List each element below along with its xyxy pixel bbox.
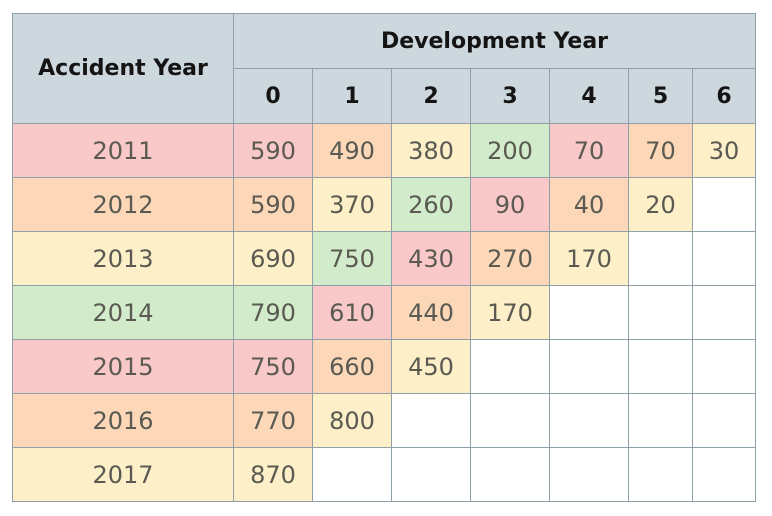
empty-cell: [628, 339, 693, 394]
table-row: 2017 870: [12, 447, 756, 502]
empty-cell: [391, 447, 471, 502]
value-cell: 430: [391, 231, 471, 286]
value-cell: 70: [549, 123, 629, 178]
value-cell: 770: [233, 393, 313, 448]
table-body: 2011 590 490 380 200 70 70 30 2012 590 370 260 90 40 2…: [12, 123, 756, 502]
empty-cell: [470, 393, 550, 448]
empty-cell: [692, 177, 756, 232]
accident-year-cell: 2011: [12, 123, 234, 178]
header-row-top: Accident Year Development Year: [12, 13, 756, 124]
value-cell: 610: [312, 285, 392, 340]
empty-cell: [549, 447, 629, 502]
table-row: 2013 690 750 430 270 170: [12, 231, 756, 286]
empty-cell: [312, 447, 392, 502]
value-cell: 690: [233, 231, 313, 286]
empty-cell: [470, 447, 550, 502]
empty-cell: [692, 393, 756, 448]
value-cell: 90: [470, 177, 550, 232]
value-cell: 260: [391, 177, 471, 232]
value-cell: 270: [470, 231, 550, 286]
accident-year-cell: 2017: [12, 447, 234, 502]
dev-col-header: 4: [549, 68, 629, 124]
value-cell: 870: [233, 447, 313, 502]
value-cell: 380: [391, 123, 471, 178]
accident-year-cell: 2012: [12, 177, 234, 232]
empty-cell: [692, 231, 756, 286]
value-cell: 750: [233, 339, 313, 394]
empty-cell: [628, 285, 693, 340]
table-row: 2014 790 610 440 170: [12, 285, 756, 340]
empty-cell: [470, 339, 550, 394]
value-cell: 370: [312, 177, 392, 232]
value-cell: 30: [692, 123, 756, 178]
value-cell: 790: [233, 285, 313, 340]
accident-year-cell: 2016: [12, 393, 234, 448]
dev-col-header: 3: [470, 68, 550, 124]
accident-year-cell: 2014: [12, 285, 234, 340]
dev-col-header: 5: [628, 68, 693, 124]
dev-col-header: 2: [391, 68, 471, 124]
value-cell: 440: [391, 285, 471, 340]
empty-cell: [391, 393, 471, 448]
dev-column-header-row: 0 1 2 3 4 5 6: [13, 68, 756, 124]
empty-cell: [628, 231, 693, 286]
empty-cell: [549, 339, 629, 394]
loss-triangle-table: Accident Year Development Year 0 1 2 3 4…: [12, 13, 756, 502]
empty-cell: [628, 393, 693, 448]
empty-cell: [692, 447, 756, 502]
empty-cell: [628, 447, 693, 502]
dev-col-header: 6: [692, 68, 756, 124]
value-cell: 490: [312, 123, 392, 178]
value-cell: 70: [628, 123, 693, 178]
value-cell: 750: [312, 231, 392, 286]
accident-year-cell: 2013: [12, 231, 234, 286]
value-cell: 40: [549, 177, 629, 232]
empty-cell: [549, 393, 629, 448]
dev-col-header: 1: [312, 68, 392, 124]
accident-year-header: Accident Year: [12, 13, 234, 124]
development-year-header: Development Year: [233, 13, 756, 69]
value-cell: 170: [549, 231, 629, 286]
empty-cell: [692, 339, 756, 394]
table-row: 2012 590 370 260 90 40 20: [12, 177, 756, 232]
value-cell: 590: [233, 177, 313, 232]
value-cell: 800: [312, 393, 392, 448]
dev-col-header: 0: [233, 68, 313, 124]
value-cell: 660: [312, 339, 392, 394]
accident-year-cell: 2015: [12, 339, 234, 394]
value-cell: 590: [233, 123, 313, 178]
empty-cell: [549, 285, 629, 340]
value-cell: 200: [470, 123, 550, 178]
value-cell: 170: [470, 285, 550, 340]
table-row: 2016 770 800: [12, 393, 756, 448]
value-cell: 20: [628, 177, 693, 232]
empty-cell: [692, 285, 756, 340]
value-cell: 450: [391, 339, 471, 394]
table-row: 2015 750 660 450: [12, 339, 756, 394]
table-row: 2011 590 490 380 200 70 70 30: [12, 123, 756, 178]
